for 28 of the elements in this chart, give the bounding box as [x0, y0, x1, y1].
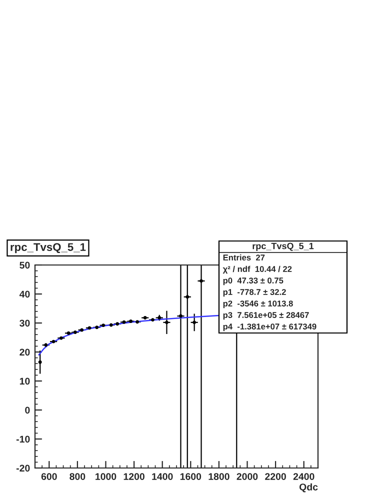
x-tick-label: 2000 [236, 473, 258, 480]
y-tick-label: 10 [20, 378, 30, 385]
x-tick-label: 1600 [180, 473, 202, 480]
chart-title: rpc_TvsQ_5_1 [10, 243, 86, 254]
x-tick-label: 2200 [265, 473, 286, 480]
annotation: χ² / ndf 10.44 / 22 [222, 266, 292, 274]
annotation: p1 -778.7 ± 32.2 [223, 289, 286, 297]
x-tick-label: 1400 [152, 473, 173, 480]
y-tick-label: -20 [16, 464, 30, 472]
x-tick-label: 1800 [208, 473, 230, 480]
text: rpc_TvsQ_5_1 [252, 242, 314, 251]
annotation: p0 47.33 ± 0.75 [223, 278, 284, 286]
y-tick-label: 0 [25, 406, 30, 414]
annotation: p2 -3546 ± 1013.8 [223, 300, 293, 308]
x-tick-label: 800 [70, 473, 86, 480]
y-tick-label: 30 [20, 320, 30, 327]
y-tick-label: 20 [20, 348, 30, 356]
x-tick-label: 600 [41, 473, 57, 480]
y-tick-label: 50 [20, 262, 30, 269]
text: Entries 27 [223, 254, 265, 260]
x-tick-label: 1200 [124, 473, 144, 480]
y-tick-label: -10 [16, 436, 30, 443]
annotation: p4 -1.381e+07 ± 617349 [223, 324, 316, 332]
x-tick-label: 1000 [96, 473, 116, 480]
x-axis-title: Qdc [299, 483, 318, 492]
annotation: p3 7.561e+05 ± 28467 [223, 312, 309, 320]
x-tick-label: 2400 [293, 473, 314, 480]
y-tick-label: 40 [19, 290, 30, 298]
